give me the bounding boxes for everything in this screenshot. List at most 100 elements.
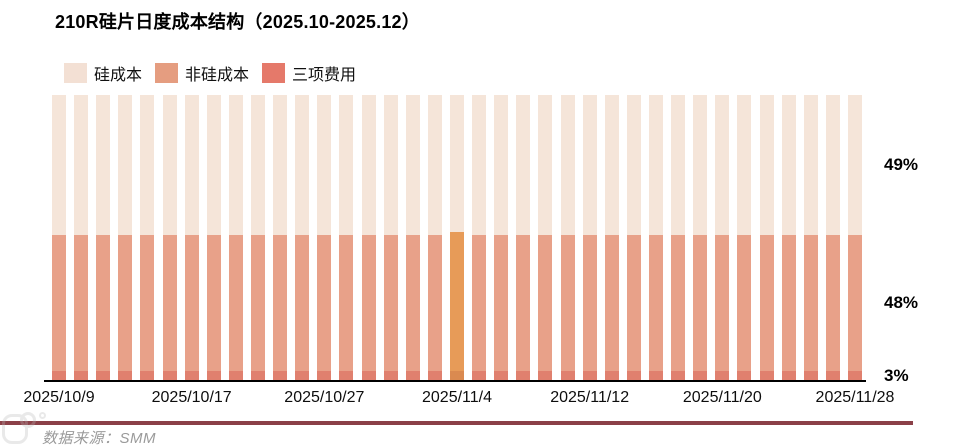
- segment-硅成本: [604, 95, 619, 235]
- segment-三项费用: [626, 371, 641, 380]
- segment-硅成本: [693, 95, 708, 235]
- segment-非硅成本: [383, 234, 398, 372]
- legend-swatch-icon: [262, 63, 286, 83]
- bar[interactable]: [626, 95, 641, 380]
- segment-硅成本: [648, 95, 663, 235]
- bar[interactable]: [140, 95, 155, 380]
- segment-硅成本: [582, 95, 597, 235]
- bar[interactable]: [405, 95, 420, 380]
- x-tick-label: 2025/11/20: [682, 389, 762, 406]
- segment-硅成本: [228, 95, 243, 235]
- segment-硅成本: [317, 95, 332, 235]
- segment-硅成本: [449, 95, 464, 232]
- bar[interactable]: [184, 95, 199, 380]
- bar[interactable]: [803, 95, 818, 380]
- bar-highlighted[interactable]: [449, 95, 464, 380]
- segment-硅成本: [361, 95, 376, 235]
- bar[interactable]: [427, 95, 442, 380]
- segment-硅成本: [737, 95, 752, 235]
- segment-三项费用: [472, 371, 487, 380]
- bar[interactable]: [582, 95, 597, 380]
- segment-非硅成本: [449, 231, 464, 372]
- bar[interactable]: [737, 95, 752, 380]
- bar[interactable]: [604, 95, 619, 380]
- segment-三项费用: [52, 371, 66, 380]
- segment-三项费用: [427, 371, 442, 380]
- legend-item-1[interactable]: 硅成本: [64, 61, 142, 85]
- segment-三项费用: [339, 371, 354, 380]
- bar[interactable]: [516, 95, 531, 380]
- bar[interactable]: [361, 95, 376, 380]
- segment-三项费用: [184, 371, 199, 380]
- bar[interactable]: [96, 95, 111, 380]
- bar[interactable]: [472, 95, 487, 380]
- bar[interactable]: [273, 95, 288, 380]
- bar[interactable]: [825, 95, 840, 380]
- bar[interactable]: [759, 95, 774, 380]
- segment-非硅成本: [96, 234, 111, 372]
- segment-硅成本: [781, 95, 796, 235]
- segment-非硅成本: [273, 234, 288, 372]
- segment-非硅成本: [427, 234, 442, 372]
- bar[interactable]: [339, 95, 354, 380]
- segment-三项费用: [449, 371, 464, 380]
- x-tick-label: 2025/10/9: [23, 389, 95, 406]
- x-axis-ticks: 2025/10/9 2025/10/17 2025/10/27 2025/11/4 20…: [0, 389, 971, 409]
- segment-非硅成本: [361, 234, 376, 372]
- bar[interactable]: [228, 95, 243, 380]
- x-tick-label: 2025/10/17: [151, 389, 232, 406]
- segment-三项费用: [582, 371, 597, 380]
- bar[interactable]: [693, 95, 708, 380]
- segment-非硅成本: [228, 234, 243, 372]
- legend-item-3[interactable]: 三项费用: [262, 61, 356, 85]
- segment-硅成本: [206, 95, 221, 235]
- segment-硅成本: [516, 95, 531, 235]
- segment-三项费用: [560, 371, 575, 380]
- footer-divider: [0, 421, 913, 425]
- legend-item-2[interactable]: 非硅成本: [155, 61, 249, 85]
- segment-非硅成本: [759, 234, 774, 372]
- bar[interactable]: [118, 95, 133, 380]
- x-tick-label: 2025/11/4: [422, 389, 492, 406]
- bar[interactable]: [52, 95, 66, 380]
- segment-非硅成本: [140, 234, 155, 372]
- bar[interactable]: [781, 95, 796, 380]
- bar[interactable]: [715, 95, 730, 380]
- bar[interactable]: [206, 95, 221, 380]
- bar[interactable]: [383, 95, 398, 380]
- segment-硅成本: [273, 95, 288, 235]
- segment-硅成本: [96, 95, 111, 235]
- bar[interactable]: [295, 95, 310, 380]
- segment-非硅成本: [582, 234, 597, 372]
- data-label-三项费用: 3%: [884, 365, 909, 385]
- bar[interactable]: [317, 95, 332, 380]
- data-label-非硅成本: 48%: [884, 293, 919, 313]
- segment-三项费用: [803, 371, 818, 380]
- segment-三项费用: [250, 371, 265, 380]
- bar[interactable]: [648, 95, 663, 380]
- bar[interactable]: [538, 95, 553, 380]
- bar[interactable]: [671, 95, 686, 380]
- segment-三项费用: [96, 371, 111, 380]
- segment-硅成本: [847, 95, 862, 235]
- segment-非硅成本: [560, 234, 575, 372]
- data-label-硅成本: 49%: [884, 154, 919, 174]
- segment-三项费用: [273, 371, 288, 380]
- segment-硅成本: [715, 95, 730, 235]
- segment-硅成本: [671, 95, 686, 235]
- segment-硅成本: [405, 95, 420, 235]
- segment-三项费用: [405, 371, 420, 380]
- bar[interactable]: [560, 95, 575, 380]
- segment-非硅成本: [693, 234, 708, 372]
- segment-三项费用: [538, 371, 553, 380]
- segment-非硅成本: [803, 234, 818, 372]
- right-data-labels: 49% 48% 3%: [884, 0, 944, 448]
- bar[interactable]: [74, 95, 89, 380]
- bar[interactable]: [494, 95, 509, 380]
- segment-硅成本: [140, 95, 155, 235]
- segment-非硅成本: [516, 234, 531, 372]
- bar[interactable]: [847, 95, 862, 380]
- bar[interactable]: [250, 95, 265, 380]
- bar[interactable]: [162, 95, 177, 380]
